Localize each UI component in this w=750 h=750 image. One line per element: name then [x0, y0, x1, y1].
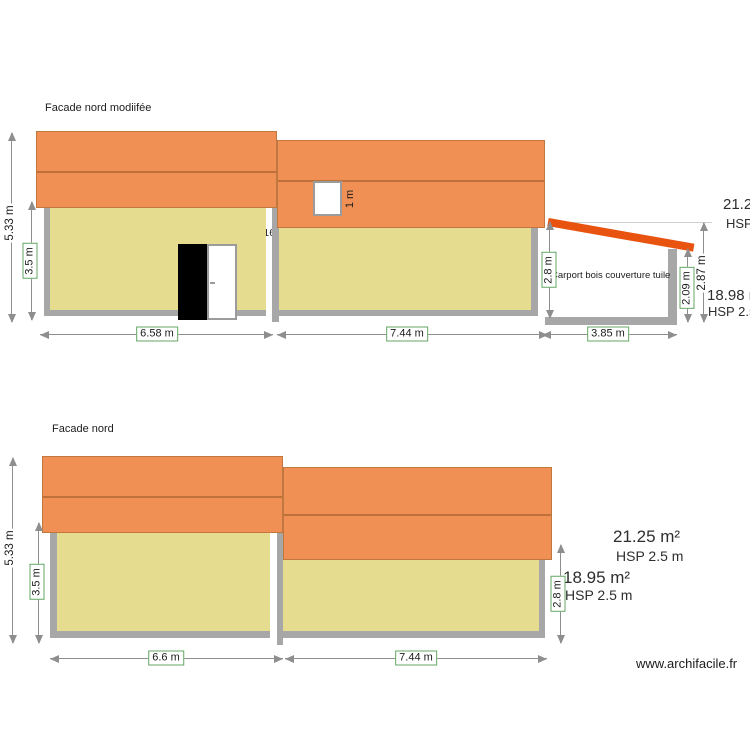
roof-ridge-line	[37, 171, 276, 173]
facade-nord-left-roof	[42, 456, 283, 533]
area-second-top: 18.98 m²	[707, 287, 750, 304]
dim-wall-height: 3.5 m	[22, 243, 38, 279]
archifacile-watermark: www.archifacile.fr	[636, 656, 738, 671]
area-main-bottom: 21.25 m²	[613, 527, 681, 546]
facade-nord-center-post	[277, 532, 283, 645]
hsp-main-top: HSP 2.5 m	[726, 216, 750, 231]
facade-modifiee-left-roof	[36, 131, 277, 208]
carport-roof-beam	[547, 218, 695, 252]
facade-nord-left-wall	[50, 532, 270, 638]
carport-right-post	[668, 249, 677, 325]
dim-width-left: 6.58 m	[136, 326, 178, 342]
dim-total-height-2: 5.33 m	[4, 528, 16, 568]
dim-carport-low: 2.09 m	[679, 267, 695, 309]
dim-carport-wall: 2.8 m	[541, 252, 557, 288]
hsp-main-bottom: HSP 2.5 m	[616, 548, 684, 564]
extension-line	[549, 222, 712, 223]
carport-base	[545, 317, 677, 325]
facade-modifiee-title: Facade nord modiifée	[45, 102, 152, 114]
hsp-second-bottom: HSP 2.5 m	[565, 587, 633, 603]
door-handle	[210, 282, 215, 284]
roof-ridge-line	[284, 514, 551, 516]
dim-width-middle: 7.44 m	[386, 326, 428, 342]
facade-nord-right-wall	[283, 560, 545, 638]
dim-width-right-2: 7.44 m	[395, 650, 437, 666]
facade-nord-right-roof	[283, 467, 552, 560]
dim-total-height: 5.33 m	[4, 203, 16, 243]
glazed-door	[207, 244, 237, 320]
facade-modifiee-right-wall	[279, 228, 538, 316]
dim-right-wall-2: 2.8 m	[550, 576, 566, 612]
hsp-second-top: HSP 2.5 m	[708, 304, 750, 319]
facade-nord-title: Facade nord	[52, 423, 114, 435]
roof-ridge-line	[43, 496, 282, 498]
area-second-bottom: 18.95 m²	[563, 568, 631, 587]
velux-height-label: 1 m	[344, 189, 356, 209]
facade-modifiee-center-post	[272, 207, 279, 322]
dim-carport-total: 2.87 m	[696, 253, 708, 293]
dim-width-carport: 3.85 m	[587, 326, 629, 342]
carport-label: Carport bois couverture tuile	[551, 270, 671, 281]
door-shutter-panel	[178, 244, 208, 320]
dim-wall-height-2: 3.5 m	[29, 564, 45, 600]
area-main-top: 21.25 m²	[723, 196, 750, 213]
roof-ridge-line	[278, 180, 544, 182]
velux-window	[313, 181, 342, 216]
dim-width-left-2: 6.6 m	[148, 650, 184, 666]
